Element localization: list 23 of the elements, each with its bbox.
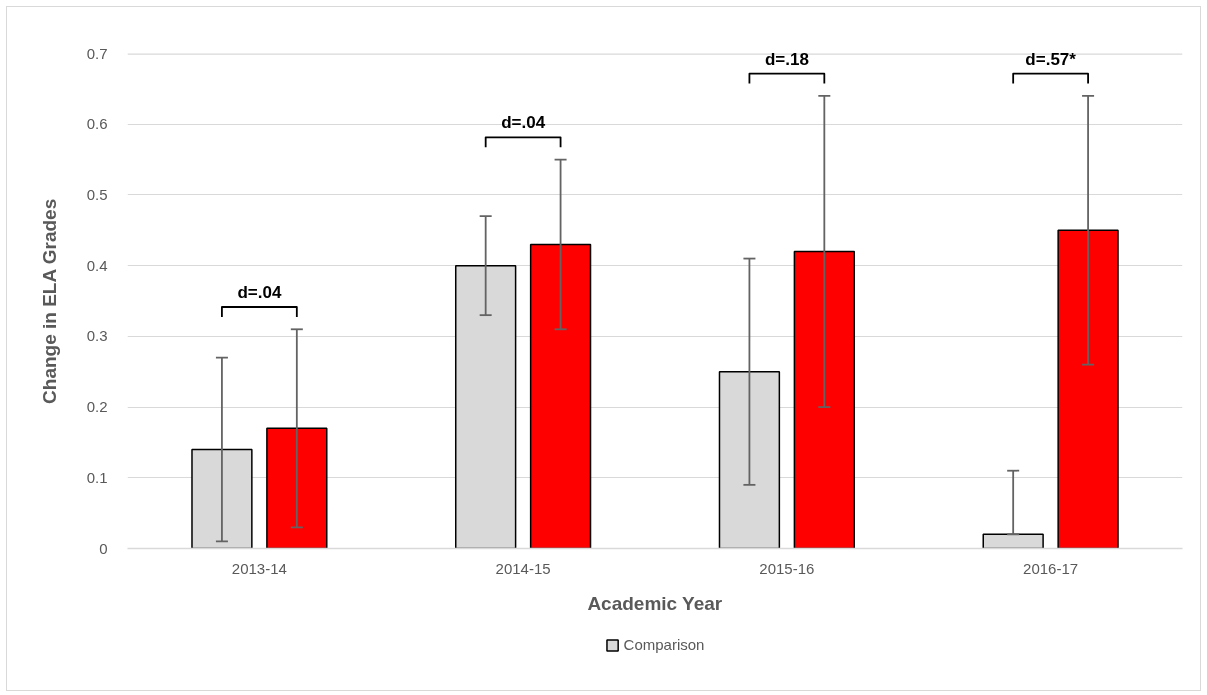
x-tick-label: 2016-17 [1023, 559, 1079, 577]
bar [529, 243, 592, 549]
annotation: d=.04 [237, 283, 282, 303]
y-tick-label: 0.3 [86, 327, 108, 345]
bar [266, 427, 328, 549]
y-axis-title: Change in ELA Grades [38, 198, 60, 404]
x-tick-label: 2014-15 [495, 559, 551, 577]
x-tick-label: 2013-14 [231, 559, 287, 577]
bar [1057, 229, 1119, 549]
y-tick-label: 0.1 [86, 468, 108, 486]
y-tick-label: 0 [99, 539, 108, 557]
y-tick-label: 0.5 [86, 185, 108, 203]
y-tick-label: 0.4 [86, 256, 108, 274]
annotation: d=.04 [501, 113, 546, 133]
bar [793, 250, 856, 549]
y-tick-label: 0.6 [86, 115, 108, 133]
y-tick-label: 0.2 [86, 398, 108, 416]
annotation: d=.57* [1025, 49, 1077, 69]
x-axis-title: Academic Year [587, 592, 723, 614]
annotation: d=.18 [764, 49, 809, 69]
y-tick-label: 0.7 [86, 44, 108, 62]
x-tick-label: 2015-16 [759, 559, 815, 577]
legend-label: Comparison [623, 636, 705, 653]
